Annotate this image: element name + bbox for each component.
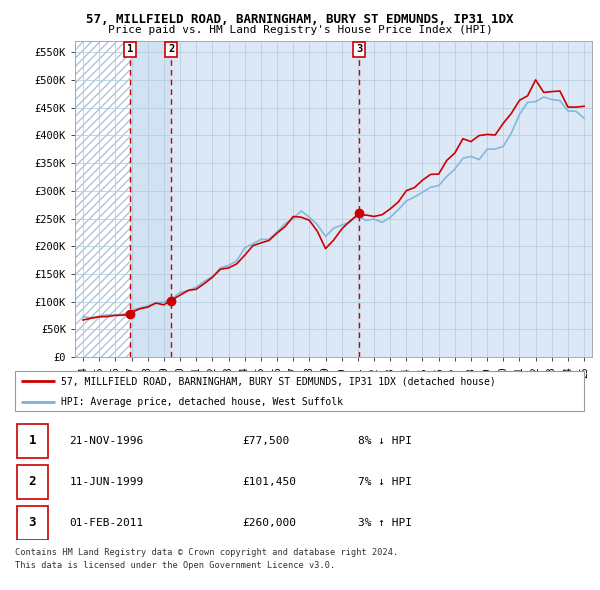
Text: Price paid vs. HM Land Registry's House Price Index (HPI): Price paid vs. HM Land Registry's House …: [107, 25, 493, 35]
Text: HPI: Average price, detached house, West Suffolk: HPI: Average price, detached house, West…: [61, 397, 343, 407]
Bar: [130, 41, 171, 357]
Text: 21-NOV-1996: 21-NOV-1996: [70, 435, 144, 445]
Text: £101,450: £101,450: [242, 477, 296, 487]
Text: This data is licensed under the Open Government Licence v3.0.: This data is licensed under the Open Gov…: [15, 560, 335, 569]
Text: 11-JUN-1999: 11-JUN-1999: [70, 477, 144, 487]
Text: 7% ↓ HPI: 7% ↓ HPI: [358, 477, 412, 487]
Bar: [75, 41, 130, 357]
Text: 2: 2: [168, 44, 174, 54]
Text: 57, MILLFIELD ROAD, BARNINGHAM, BURY ST EDMUNDS, IP31 1DX: 57, MILLFIELD ROAD, BARNINGHAM, BURY ST …: [86, 13, 514, 26]
FancyBboxPatch shape: [17, 424, 48, 458]
Text: Contains HM Land Registry data © Crown copyright and database right 2024.: Contains HM Land Registry data © Crown c…: [15, 548, 398, 556]
Text: 3: 3: [356, 44, 362, 54]
Text: 2: 2: [29, 476, 36, 489]
Text: 3: 3: [29, 516, 36, 529]
FancyBboxPatch shape: [15, 371, 584, 411]
Text: 1: 1: [127, 44, 133, 54]
FancyBboxPatch shape: [17, 506, 48, 540]
Text: £77,500: £77,500: [242, 435, 290, 445]
Text: 3% ↑ HPI: 3% ↑ HPI: [358, 518, 412, 528]
Text: £260,000: £260,000: [242, 518, 296, 528]
Text: 1: 1: [29, 434, 36, 447]
Text: 01-FEB-2011: 01-FEB-2011: [70, 518, 144, 528]
Text: 8% ↓ HPI: 8% ↓ HPI: [358, 435, 412, 445]
Text: 57, MILLFIELD ROAD, BARNINGHAM, BURY ST EDMUNDS, IP31 1DX (detached house): 57, MILLFIELD ROAD, BARNINGHAM, BURY ST …: [61, 376, 496, 386]
FancyBboxPatch shape: [17, 465, 48, 499]
